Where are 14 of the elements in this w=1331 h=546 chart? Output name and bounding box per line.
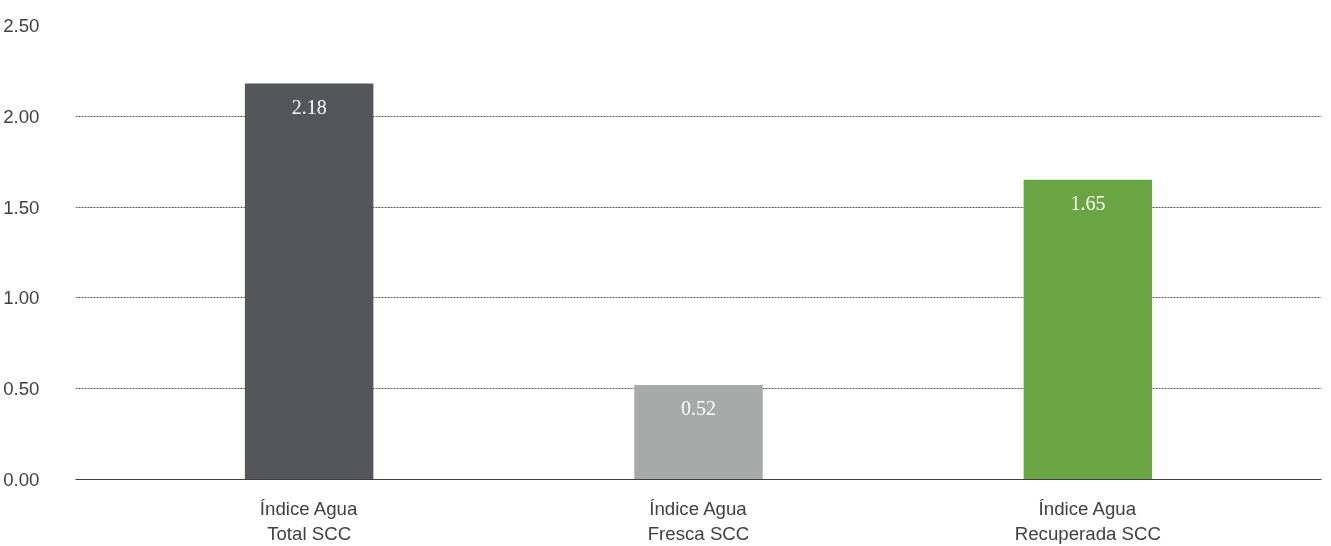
x-tick-label: Índice Agua Recuperada SCC xyxy=(1014,497,1161,544)
y-tick-label: 1.00 xyxy=(3,287,40,309)
y-tick-label: 2.00 xyxy=(3,105,40,127)
data-label: 0.52 xyxy=(681,397,716,420)
x-tick-label: Índice Agua Fresca SCC xyxy=(647,497,750,544)
bar xyxy=(1023,179,1153,480)
data-label: 2.18 xyxy=(291,95,327,118)
data-label: 1.65 xyxy=(1070,191,1106,214)
y-tick-label: 2.50 xyxy=(3,15,40,36)
bar xyxy=(634,385,763,480)
y-tick-label: 0.50 xyxy=(3,378,40,400)
x-tick-label: Índice Agua Total SCC xyxy=(259,497,358,544)
y-tick-label: 1.50 xyxy=(3,196,40,218)
y-tick-label: 0.00 xyxy=(3,469,40,490)
